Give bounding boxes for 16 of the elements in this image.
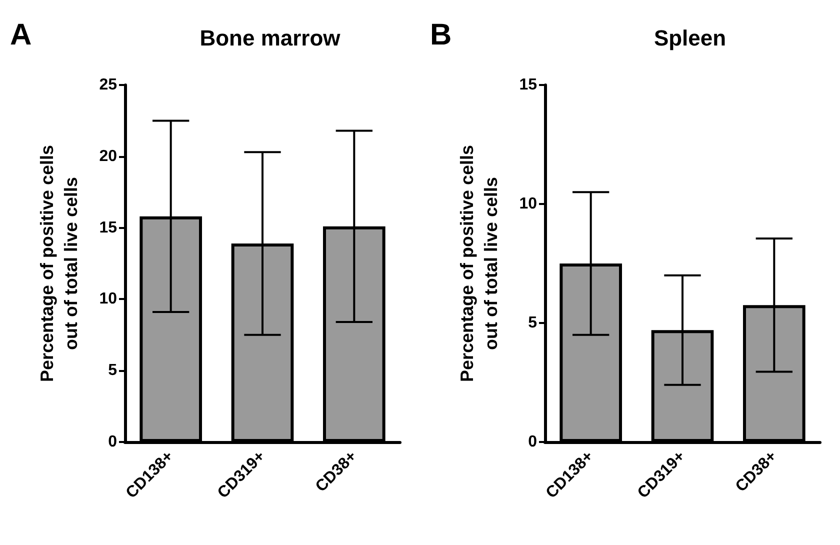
- y-tick-label: 20: [99, 148, 118, 165]
- y-tick-label: 10: [519, 196, 538, 212]
- y-tick-label: 15: [99, 219, 118, 236]
- chart-title: Spleen: [654, 26, 726, 50]
- y-tick-label: 5: [108, 362, 118, 380]
- text: A: [10, 18, 32, 52]
- chart-title: Bone marrow: [200, 26, 342, 50]
- y-tick-label: 10: [99, 290, 118, 308]
- y-tick-label: 25: [99, 76, 118, 94]
- y-tick-label: 5: [528, 314, 538, 332]
- y-axis-title: Percentage of positive cells out of total live cells: [457, 144, 501, 382]
- y-tick-label: 15: [519, 76, 538, 94]
- y-tick-label: 0: [528, 434, 538, 450]
- text: B: [430, 18, 452, 52]
- y-tick-label: 0: [108, 434, 118, 450]
- y-axis-title: Percentage of positive cells out of total live cells: [37, 144, 81, 382]
